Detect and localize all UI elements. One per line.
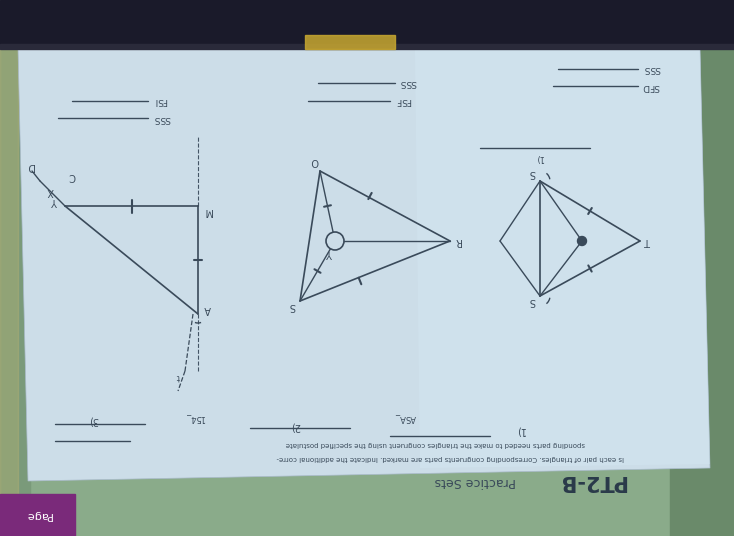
Text: 1): 1) xyxy=(536,153,544,162)
Text: FSF: FSF xyxy=(395,96,411,106)
Bar xyxy=(0,494,75,536)
Text: Y: Y xyxy=(327,248,333,258)
Text: SFD: SFD xyxy=(641,81,659,91)
Text: Is each pair of triangles. Corresponding congruents parts are marked. Indicate t: Is each pair of triangles. Corresponding… xyxy=(276,455,624,461)
Text: t: t xyxy=(176,371,180,381)
Text: S: S xyxy=(529,168,535,178)
Polygon shape xyxy=(18,48,710,481)
Circle shape xyxy=(326,232,344,250)
Bar xyxy=(0,0,734,46)
Text: A: A xyxy=(205,304,211,314)
Text: C: C xyxy=(68,171,76,181)
Text: S: S xyxy=(289,301,295,311)
Bar xyxy=(0,0,30,536)
Text: SSS: SSS xyxy=(399,78,417,87)
Text: sponding parts needed to make the triangles congruent using the specified postul: sponding parts needed to make the triang… xyxy=(286,441,584,447)
Text: O: O xyxy=(311,156,319,166)
Bar xyxy=(305,35,395,49)
Text: Page: Page xyxy=(24,510,51,520)
Circle shape xyxy=(578,236,586,245)
Text: S: S xyxy=(529,296,535,306)
Text: 3): 3) xyxy=(88,416,98,426)
Text: M: M xyxy=(204,206,212,216)
Text: D: D xyxy=(26,161,34,171)
Polygon shape xyxy=(415,48,710,468)
Text: 1): 1) xyxy=(515,426,525,436)
Text: 2): 2) xyxy=(290,421,300,431)
Text: 154_: 154_ xyxy=(185,413,205,422)
Text: SSS: SSS xyxy=(644,64,661,73)
Text: FSI: FSI xyxy=(153,96,167,106)
Text: Practice Sets: Practice Sets xyxy=(435,474,516,488)
Text: Y: Y xyxy=(52,196,58,206)
Bar xyxy=(670,0,734,536)
Bar xyxy=(0,46,18,496)
Text: PT2-B: PT2-B xyxy=(558,471,626,491)
Text: SSS: SSS xyxy=(153,114,170,123)
Text: ASA_: ASA_ xyxy=(394,413,415,422)
Bar xyxy=(0,44,734,49)
Text: T: T xyxy=(645,236,651,246)
Text: R: R xyxy=(454,236,462,246)
Text: X: X xyxy=(47,186,54,196)
